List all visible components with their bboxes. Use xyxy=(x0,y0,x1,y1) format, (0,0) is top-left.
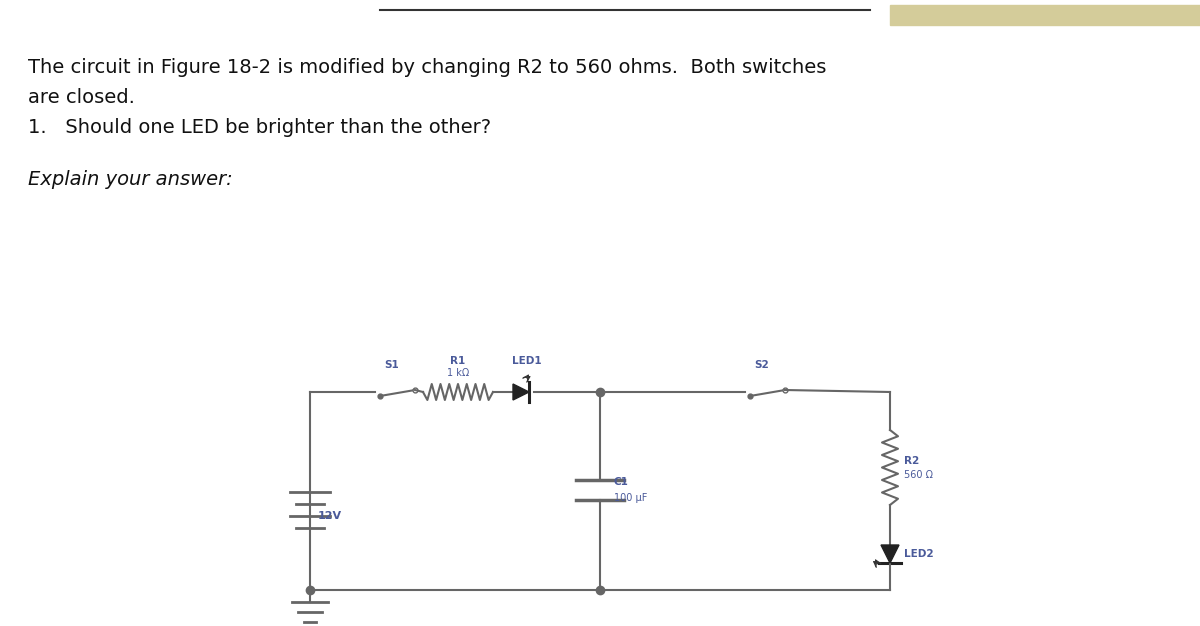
Polygon shape xyxy=(514,384,529,400)
Text: R1: R1 xyxy=(450,356,466,366)
Bar xyxy=(890,5,1200,25)
Text: 100 μF: 100 μF xyxy=(614,493,647,503)
Text: are closed.: are closed. xyxy=(28,88,134,107)
Polygon shape xyxy=(881,545,899,563)
Text: Explain your answer:: Explain your answer: xyxy=(28,170,233,189)
Text: 12V: 12V xyxy=(318,511,342,521)
Text: 560 Ω: 560 Ω xyxy=(904,470,934,480)
Text: The circuit in Figure 18-2 is modified by changing R2 to 560 ohms.  Both switche: The circuit in Figure 18-2 is modified b… xyxy=(28,58,827,77)
Text: 1 kΩ: 1 kΩ xyxy=(446,368,469,378)
Text: LED2: LED2 xyxy=(904,549,934,559)
Text: S2: S2 xyxy=(755,360,769,370)
Text: C1: C1 xyxy=(614,477,629,487)
Text: 1.   Should one LED be brighter than the other?: 1. Should one LED be brighter than the o… xyxy=(28,118,491,137)
Text: LED1: LED1 xyxy=(512,356,542,366)
Text: S1: S1 xyxy=(385,360,400,370)
Text: R2: R2 xyxy=(904,456,919,466)
